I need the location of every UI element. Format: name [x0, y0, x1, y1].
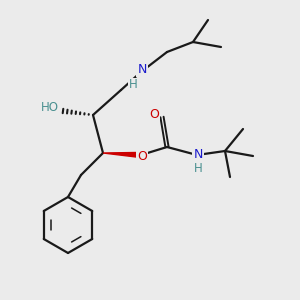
Text: N: N [137, 64, 147, 76]
Text: H: H [129, 79, 137, 92]
Polygon shape [103, 152, 141, 158]
Text: H: H [194, 163, 202, 176]
Text: O: O [137, 149, 147, 163]
Text: O: O [149, 109, 159, 122]
Text: N: N [193, 148, 203, 160]
Text: HO: HO [41, 101, 59, 115]
